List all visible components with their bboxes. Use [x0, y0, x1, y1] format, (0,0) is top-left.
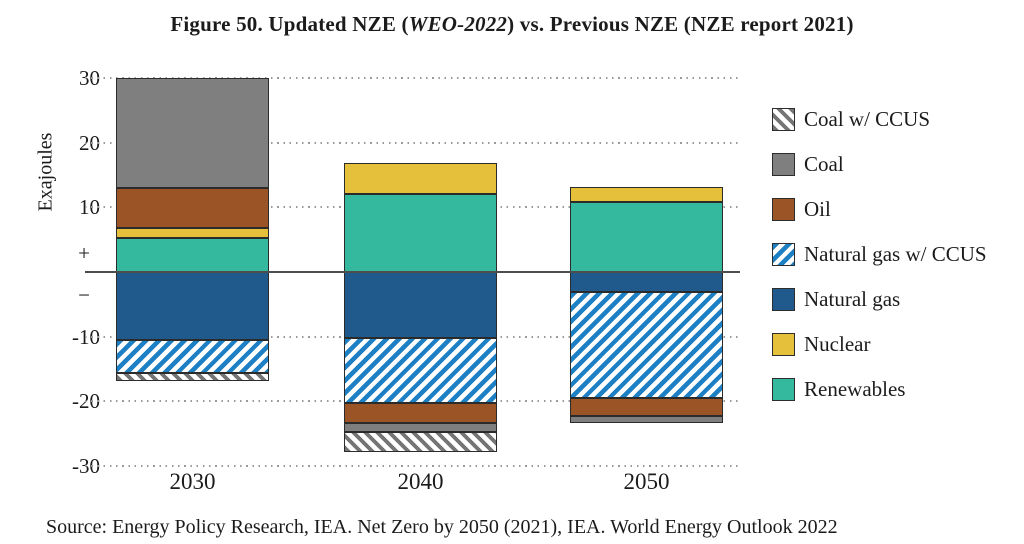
legend-swatch-coal [772, 153, 795, 176]
legend-label-nuclear: Nuclear [804, 332, 871, 356]
legend-swatch-natural_gas_ccus [772, 243, 795, 266]
bar-2040-segment-nuclear [344, 163, 497, 195]
bar-2050-segment-natural_gas_ccus [570, 292, 723, 398]
legend-swatch-coal_ccus [772, 108, 795, 131]
bar-2030-segment-natural_gas_ccus [116, 339, 269, 373]
y-tick-label-−: − [78, 283, 90, 308]
y-tick-label-+: + [78, 241, 90, 266]
gridline--30 [85, 465, 740, 468]
bar-2040-segment-coal_ccus [344, 432, 497, 452]
x-axis-label-2040: 2040 [397, 469, 444, 494]
bar-2030-segment-natural_gas [116, 272, 269, 340]
legend-item-nuclear: Nuclear [772, 332, 870, 357]
legend-item-oil: Oil [772, 197, 831, 222]
legend-item-natural_gas: Natural gas [772, 287, 900, 312]
source-line: Source: Energy Policy Research, IEA. Net… [46, 516, 838, 538]
bar-2040-segment-coal [344, 423, 497, 433]
legend-label-natural_gas_ccus: Natural gas w/ CCUS [804, 242, 987, 266]
x-axis-label-2030: 2030 [169, 469, 216, 494]
bar-2050-segment-coal [570, 415, 723, 423]
legend-swatch-oil [772, 198, 795, 221]
chart-title-italic: WEO-2022 [408, 12, 508, 36]
bar-2040-segment-natural_gas_ccus [344, 337, 497, 403]
legend-label-renewables: Renewables [804, 377, 906, 401]
legend-label-coal: Coal [804, 152, 844, 176]
legend-item-natural_gas_ccus: Natural gas w/ CCUS [772, 242, 987, 267]
chart-title-prefix: Figure 50. Updated NZE ( [170, 12, 409, 36]
bar-2030-segment-renewables [116, 237, 269, 272]
gridline-20 [85, 141, 740, 144]
bar-2030-segment-coal_ccus [116, 372, 269, 381]
bar-2050-segment-renewables [570, 202, 723, 272]
bar-2040-segment-natural_gas [344, 272, 497, 338]
chart-title: Figure 50. Updated NZE (WEO-2022) vs. Pr… [0, 12, 1024, 37]
bar-2050-segment-oil [570, 397, 723, 416]
chart-title-suffix: ) vs. Previous NZE (NZE report 2021) [507, 12, 854, 36]
legend-swatch-nuclear [772, 333, 795, 356]
legend-item-renewables: Renewables [772, 377, 905, 402]
gridline-30 [85, 76, 740, 79]
bar-2040-segment-oil [344, 402, 497, 424]
zero-line [85, 271, 740, 273]
legend-item-coal: Coal [772, 152, 844, 177]
legend-swatch-natural_gas [772, 288, 795, 311]
bar-2030-segment-nuclear [116, 228, 269, 238]
legend-label-natural_gas: Natural gas [804, 287, 901, 311]
legend-swatch-renewables [772, 378, 795, 401]
bar-2040-segment-renewables [344, 194, 497, 272]
x-axis-label-2050: 2050 [623, 469, 670, 494]
bar-2030-segment-oil [116, 187, 269, 228]
legend-item-coal_ccus: Coal w/ CCUS [772, 107, 930, 132]
bar-2050-segment-nuclear [570, 187, 723, 203]
bar-2030-segment-coal [116, 77, 269, 188]
bar-2050-segment-natural_gas [570, 272, 723, 293]
legend-label-coal_ccus: Coal w/ CCUS [804, 107, 931, 131]
legend-label-oil: Oil [804, 197, 831, 221]
